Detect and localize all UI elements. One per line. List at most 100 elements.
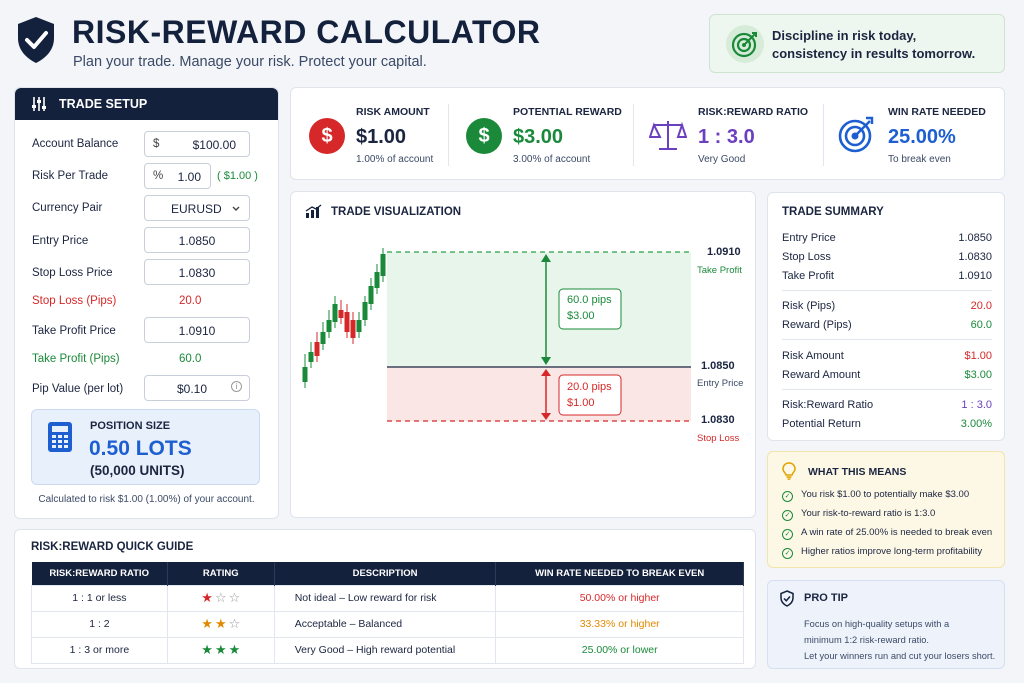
reward-amount: $3.00 — [567, 310, 595, 322]
stop-loss-price-label: Stop Loss Price — [32, 267, 113, 279]
means-item: ✓ A win rate of 25.00% is needed to break… — [782, 527, 992, 540]
risk-amount-inline: ( $1.00 ) — [217, 170, 258, 182]
star-empty-icon: ☆ — [228, 616, 241, 631]
check-icon: ✓ — [782, 510, 793, 521]
trade-visualization-panel: TRADE VISUALIZATION 60.0 pips $3.00 20.0… — [290, 191, 756, 518]
metric-label: WIN RATE NEEDED — [888, 106, 986, 118]
trade-setup-header: TRADE SETUP — [15, 88, 278, 120]
trade-setup-panel: TRADE SETUP Account Balance $ $100.00 Ri… — [14, 87, 279, 519]
what-this-means-panel: WHAT THIS MEANS ✓ You risk $1.00 to poten… — [767, 451, 1005, 568]
star-filled-icon: ★ — [214, 642, 227, 657]
dollar-icon: $ — [309, 118, 345, 154]
guide-table: RISK:REWARD RATIO RATING DESCRIPTION WIN… — [31, 562, 744, 664]
rating-stars: ★ ★ ★ — [166, 636, 275, 664]
metric-value: 1 : 3.0 — [698, 126, 755, 148]
col-header: WIN RATE NEEDED TO BREAK EVEN — [495, 562, 744, 585]
col-header: RATING — [167, 562, 275, 585]
bar-chart-icon — [305, 204, 322, 218]
pro-tip-panel: PRO TIP Focus on high-quality setups wit… — [767, 580, 1005, 669]
metric-sub: 3.00% of account — [513, 154, 591, 165]
account-balance-input[interactable]: $ $100.00 — [144, 131, 250, 157]
page-title: RISK-REWARD CALCULATOR — [72, 14, 541, 50]
dollar-icon: $ — [466, 118, 502, 154]
pip-value-input[interactable]: $0.10 i — [144, 375, 250, 401]
position-size-box: POSITION SIZE 0.50 LOTS (50,000 UNITS) — [31, 409, 260, 485]
candle-body — [380, 254, 386, 276]
currency-pair-select[interactable]: EURUSD — [144, 195, 250, 221]
table-row: 1 : 3 or more ★ ★ ★ Very Good – High rewar… — [31, 636, 744, 664]
entry-price-input[interactable]: 1.0850 — [144, 227, 250, 253]
take-profit-pips-label: Take Profit (Pips) — [32, 353, 120, 365]
account-balance-value: $100.00 — [192, 138, 236, 152]
entry-price-value: 1.0850 — [178, 234, 216, 248]
target-icon — [726, 25, 764, 63]
rating-stars: ★ ★ ☆ — [166, 610, 275, 638]
position-size-units: (50,000 UNITS) — [90, 463, 185, 478]
candle-body — [374, 272, 380, 288]
star-filled-icon: ★ — [214, 616, 227, 631]
calculator-icon — [48, 422, 72, 452]
summary-title: TRADE SUMMARY — [782, 206, 884, 218]
metric-label: RISK:REWARD RATIO — [698, 106, 809, 118]
candle-body — [302, 367, 308, 382]
metrics-bar: $ RISK AMOUNT $1.00 1.00% of account $ P… — [290, 87, 1005, 180]
take-profit-pips-value: 60.0 — [179, 353, 202, 365]
risk-per-trade-value: 1.00 — [177, 170, 201, 184]
col-header: DESCRIPTION — [274, 562, 497, 585]
metric-risk-amount: $ RISK AMOUNT $1.00 1.00% of account — [291, 88, 448, 181]
candle-body — [356, 320, 362, 332]
tp-price: 1.0910 — [707, 246, 741, 258]
metric-risk-reward-ratio: RISK:REWARD RATIO 1 : 3.0 Very Good — [633, 88, 823, 181]
take-profit-price-input[interactable]: 1.0910 — [144, 317, 250, 343]
trade-summary-panel: TRADE SUMMARY Entry Price 1.0850 Stop Los… — [767, 192, 1005, 441]
candle-body — [368, 286, 374, 304]
risk-per-trade-input[interactable]: % 1.00 — [144, 163, 211, 189]
candle-body — [362, 302, 368, 320]
entry-price: 1.0850 — [701, 360, 735, 372]
target-icon — [838, 116, 874, 153]
metric-value: $1.00 — [356, 126, 407, 148]
check-icon: ✓ — [782, 529, 793, 540]
sl-price: 1.0830 — [701, 414, 735, 426]
star-empty-icon: ☆ — [214, 590, 227, 605]
entry-price-label: Entry Price — [32, 235, 89, 247]
col-header: RISK:REWARD RATIO — [31, 562, 168, 585]
quote-line-2: consistency in results tomorrow. — [772, 46, 976, 61]
entry-label: Entry Price — [697, 378, 744, 389]
risk-per-trade-label: Risk Per Trade — [32, 170, 109, 182]
star-filled-icon: ★ — [201, 616, 213, 631]
risk-zone — [387, 367, 691, 421]
quote-box: Discipline in risk today, consistency in… — [709, 14, 1005, 73]
shield-check-icon — [780, 590, 794, 607]
scale-icon — [649, 121, 687, 150]
check-icon: ✓ — [782, 491, 793, 502]
candle-body — [344, 312, 350, 332]
position-size-title: POSITION SIZE — [90, 420, 171, 432]
means-item: ✓ Your risk-to-reward ratio is 1:3.0 — [782, 508, 935, 521]
metric-label: RISK AMOUNT — [356, 106, 430, 118]
sl-label: Stop Loss — [697, 433, 740, 444]
trade-chart — [302, 248, 691, 422]
pip-value-label: Pip Value (per lot) — [32, 383, 124, 395]
reward-pips: 60.0 pips — [567, 294, 612, 306]
stop-loss-price-input[interactable]: 1.0830 — [144, 259, 250, 285]
metric-win-rate: WIN RATE NEEDED 25.00% To break even — [823, 88, 1006, 181]
quick-guide-panel: RISK:REWARD QUICK GUIDE RISK:REWARD RATI… — [14, 529, 756, 669]
candle-body — [332, 304, 338, 322]
risk-amount: $1.00 — [567, 397, 595, 409]
rating-stars: ★ ☆ ☆ — [166, 584, 275, 612]
quote-text: Discipline in risk today, consistency in… — [772, 27, 975, 63]
risk-pips: 20.0 pips — [567, 381, 612, 393]
page-subtitle: Plan your trade. Manage your risk. Prote… — [73, 54, 427, 70]
means-title: WHAT THIS MEANS — [808, 466, 907, 478]
reward-label-box — [558, 288, 622, 330]
star-filled-icon: ★ — [228, 642, 241, 657]
candle-body — [314, 342, 320, 356]
quote-line-1: Discipline in risk today, — [772, 28, 917, 43]
info-icon[interactable]: i — [231, 381, 242, 392]
metric-value: 25.00% — [888, 126, 956, 148]
tp-label: Take Profit — [697, 265, 742, 276]
pro-tip-text: Focus on high-quality setups with a mini… — [804, 619, 996, 661]
metric-sub: To break even — [888, 154, 951, 165]
candle-body — [320, 332, 326, 344]
